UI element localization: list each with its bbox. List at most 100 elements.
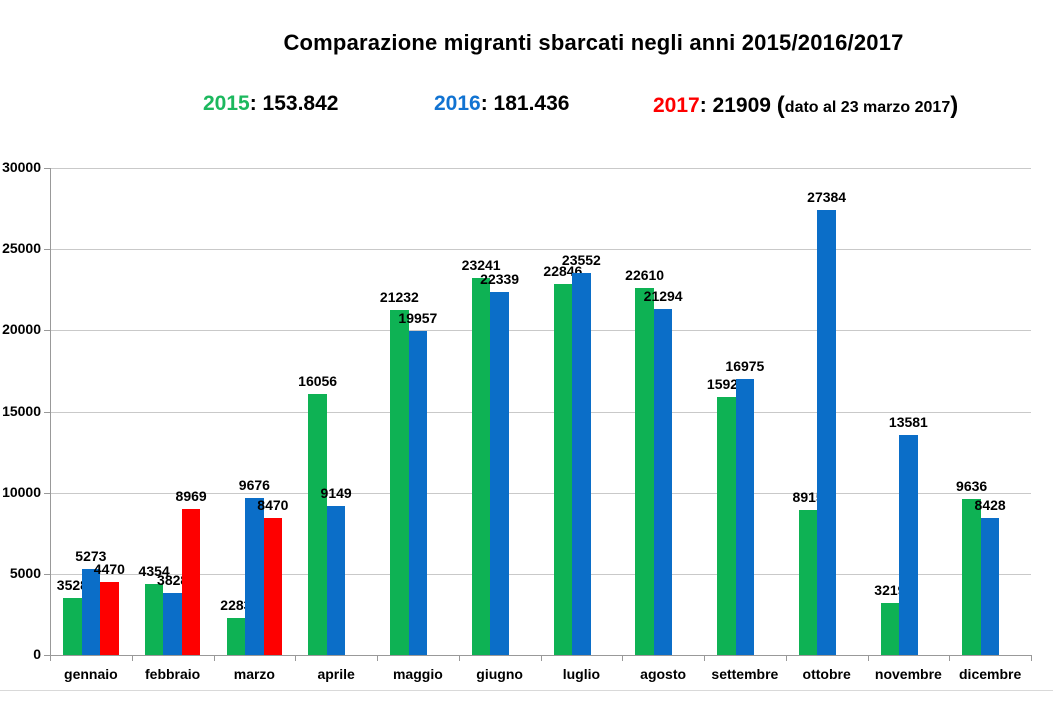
y-tick-label-30000: 30000 bbox=[2, 159, 41, 175]
x-tick-7 bbox=[622, 655, 623, 661]
bar-2015-giugno bbox=[471, 278, 491, 655]
x-tick-9 bbox=[786, 655, 787, 661]
bar-2016-aprile bbox=[326, 506, 346, 655]
bar-2016-gennaio bbox=[81, 569, 101, 655]
bar-value-label-2016-marzo: 9676 bbox=[238, 477, 270, 493]
y-tick-15000 bbox=[44, 412, 50, 413]
bar-value-label-2016-gennaio: 5273 bbox=[75, 548, 107, 564]
bar-2015-febbraio bbox=[144, 584, 164, 655]
x-axis-label-settembre: settembre bbox=[711, 666, 779, 682]
y-tick-label-5000: 5000 bbox=[9, 565, 41, 581]
y-tick-label-10000: 10000 bbox=[2, 484, 41, 500]
y-tick-20000 bbox=[44, 330, 50, 331]
bar-value-label-2016-novembre: 13581 bbox=[888, 414, 928, 430]
bar-2016-maggio bbox=[408, 331, 428, 655]
bar-2017-febbraio bbox=[181, 509, 201, 655]
bar-2017-marzo bbox=[263, 518, 283, 655]
legend-year-2017: 2017 bbox=[653, 94, 700, 117]
legend-separator: : bbox=[249, 92, 263, 115]
x-axis-line bbox=[50, 655, 1031, 656]
x-tick-3 bbox=[295, 655, 296, 661]
bar-2016-febbraio bbox=[163, 593, 182, 655]
y-tick-25000 bbox=[44, 249, 50, 250]
bar-2016-novembre bbox=[899, 435, 918, 655]
x-axis-label-agosto: agosto bbox=[640, 666, 687, 682]
legend-total-2016: 181.436 bbox=[493, 92, 570, 115]
bar-value-label-2017-febbraio: 8969 bbox=[175, 488, 207, 504]
legend-note-open-paren: ( bbox=[776, 92, 785, 119]
x-axis-label-gennaio: gennaio bbox=[64, 666, 118, 682]
legend-item-2015: 2015: 153.842 bbox=[203, 92, 338, 116]
bar-value-label-2015-gennaio: 3528 bbox=[56, 577, 88, 593]
x-tick-4 bbox=[377, 655, 378, 661]
legend: 2015: 153.842 2016: 181.436 2017: 21909 (d… bbox=[0, 92, 1053, 126]
legend-total-2015: 153.842 bbox=[262, 92, 339, 115]
x-tick-8 bbox=[704, 655, 705, 661]
bar-value-label-2016-agosto: 21294 bbox=[643, 288, 683, 304]
bar-2017-gennaio bbox=[100, 582, 119, 655]
bar-value-label-2015-novembre: 3219 bbox=[874, 582, 906, 598]
y-tick-30000 bbox=[44, 168, 50, 169]
x-tick-12 bbox=[1031, 655, 1032, 661]
legend-separator: : bbox=[699, 94, 713, 117]
x-axis-label-novembre: novembre bbox=[874, 666, 942, 682]
bar-value-label-2015-giugno: 23241 bbox=[461, 257, 501, 273]
x-tick-10 bbox=[868, 655, 869, 661]
bar-value-label-2015-dicembre: 9636 bbox=[956, 478, 988, 494]
x-axis-label-luglio: luglio bbox=[562, 666, 601, 682]
chart-bottom-border bbox=[0, 690, 1053, 691]
bar-2015-ottobre bbox=[798, 510, 818, 655]
x-tick-2 bbox=[214, 655, 215, 661]
bar-2015-gennaio bbox=[63, 598, 82, 655]
x-tick-6 bbox=[541, 655, 542, 661]
bar-value-label-2016-settembre: 16975 bbox=[725, 358, 765, 374]
x-axis-label-ottobre: ottobre bbox=[802, 666, 851, 682]
bar-value-label-2017-marzo: 8470 bbox=[257, 497, 289, 513]
x-axis-label-dicembre: dicembre bbox=[959, 666, 1022, 682]
y-tick-label-25000: 25000 bbox=[2, 240, 41, 256]
gridline-25000 bbox=[50, 249, 1031, 250]
gridline-20000 bbox=[50, 330, 1031, 331]
x-tick-0 bbox=[50, 655, 51, 661]
x-tick-1 bbox=[132, 655, 133, 661]
bar-value-label-2015-ottobre: 8915 bbox=[792, 489, 824, 505]
x-tick-5 bbox=[459, 655, 460, 661]
bar-value-label-2016-ottobre: 27384 bbox=[807, 189, 847, 205]
x-axis-label-febbraio: febbraio bbox=[145, 666, 201, 682]
bar-value-label-2015-febbraio: 4354 bbox=[138, 563, 170, 579]
legend-year-2016: 2016 bbox=[434, 92, 481, 115]
bar-2015-marzo bbox=[226, 618, 246, 655]
y-tick-label-15000: 15000 bbox=[2, 403, 41, 419]
bar-2015-dicembre bbox=[962, 499, 981, 655]
x-axis-label-giugno: giugno bbox=[476, 666, 523, 682]
bar-2015-aprile bbox=[308, 394, 327, 655]
y-axis-line bbox=[50, 168, 51, 655]
bar-value-label-2017-gennaio: 4470 bbox=[93, 561, 125, 577]
y-tick-label-0: 0 bbox=[33, 646, 41, 662]
bar-2016-agosto bbox=[653, 309, 673, 655]
gridline-30000 bbox=[50, 168, 1031, 169]
x-axis-label-aprile: aprile bbox=[317, 666, 355, 682]
gridline-10000 bbox=[50, 493, 1031, 494]
legend-note-close-paren: ) bbox=[950, 92, 959, 119]
y-tick-label-20000: 20000 bbox=[2, 321, 41, 337]
chart-title: Comparazione migranti sbarcati negli ann… bbox=[283, 30, 904, 55]
bar-2015-novembre bbox=[880, 603, 900, 655]
bar-2016-marzo bbox=[245, 498, 264, 655]
bar-2015-luglio bbox=[553, 284, 573, 655]
legend-separator: : bbox=[480, 92, 494, 115]
legend-total-2017: 21909 bbox=[712, 94, 771, 117]
bar-2016-ottobre bbox=[817, 210, 836, 655]
gridline-15000 bbox=[50, 412, 1031, 413]
bar-2016-luglio bbox=[572, 273, 591, 655]
x-axis-label-marzo: marzo bbox=[233, 666, 275, 682]
bar-value-label-2016-giugno: 22339 bbox=[480, 271, 520, 287]
bar-2015-maggio bbox=[390, 310, 409, 655]
y-tick-0 bbox=[44, 655, 50, 656]
legend-note-text: dato al 23 marzo 2017 bbox=[784, 99, 951, 116]
legend-item-2016: 2016: 181.436 bbox=[434, 92, 569, 116]
bar-value-label-2016-dicembre: 8428 bbox=[974, 497, 1006, 513]
bar-value-label-2016-luglio: 23552 bbox=[561, 252, 601, 268]
bar-value-label-2015-aprile: 16056 bbox=[298, 373, 338, 389]
